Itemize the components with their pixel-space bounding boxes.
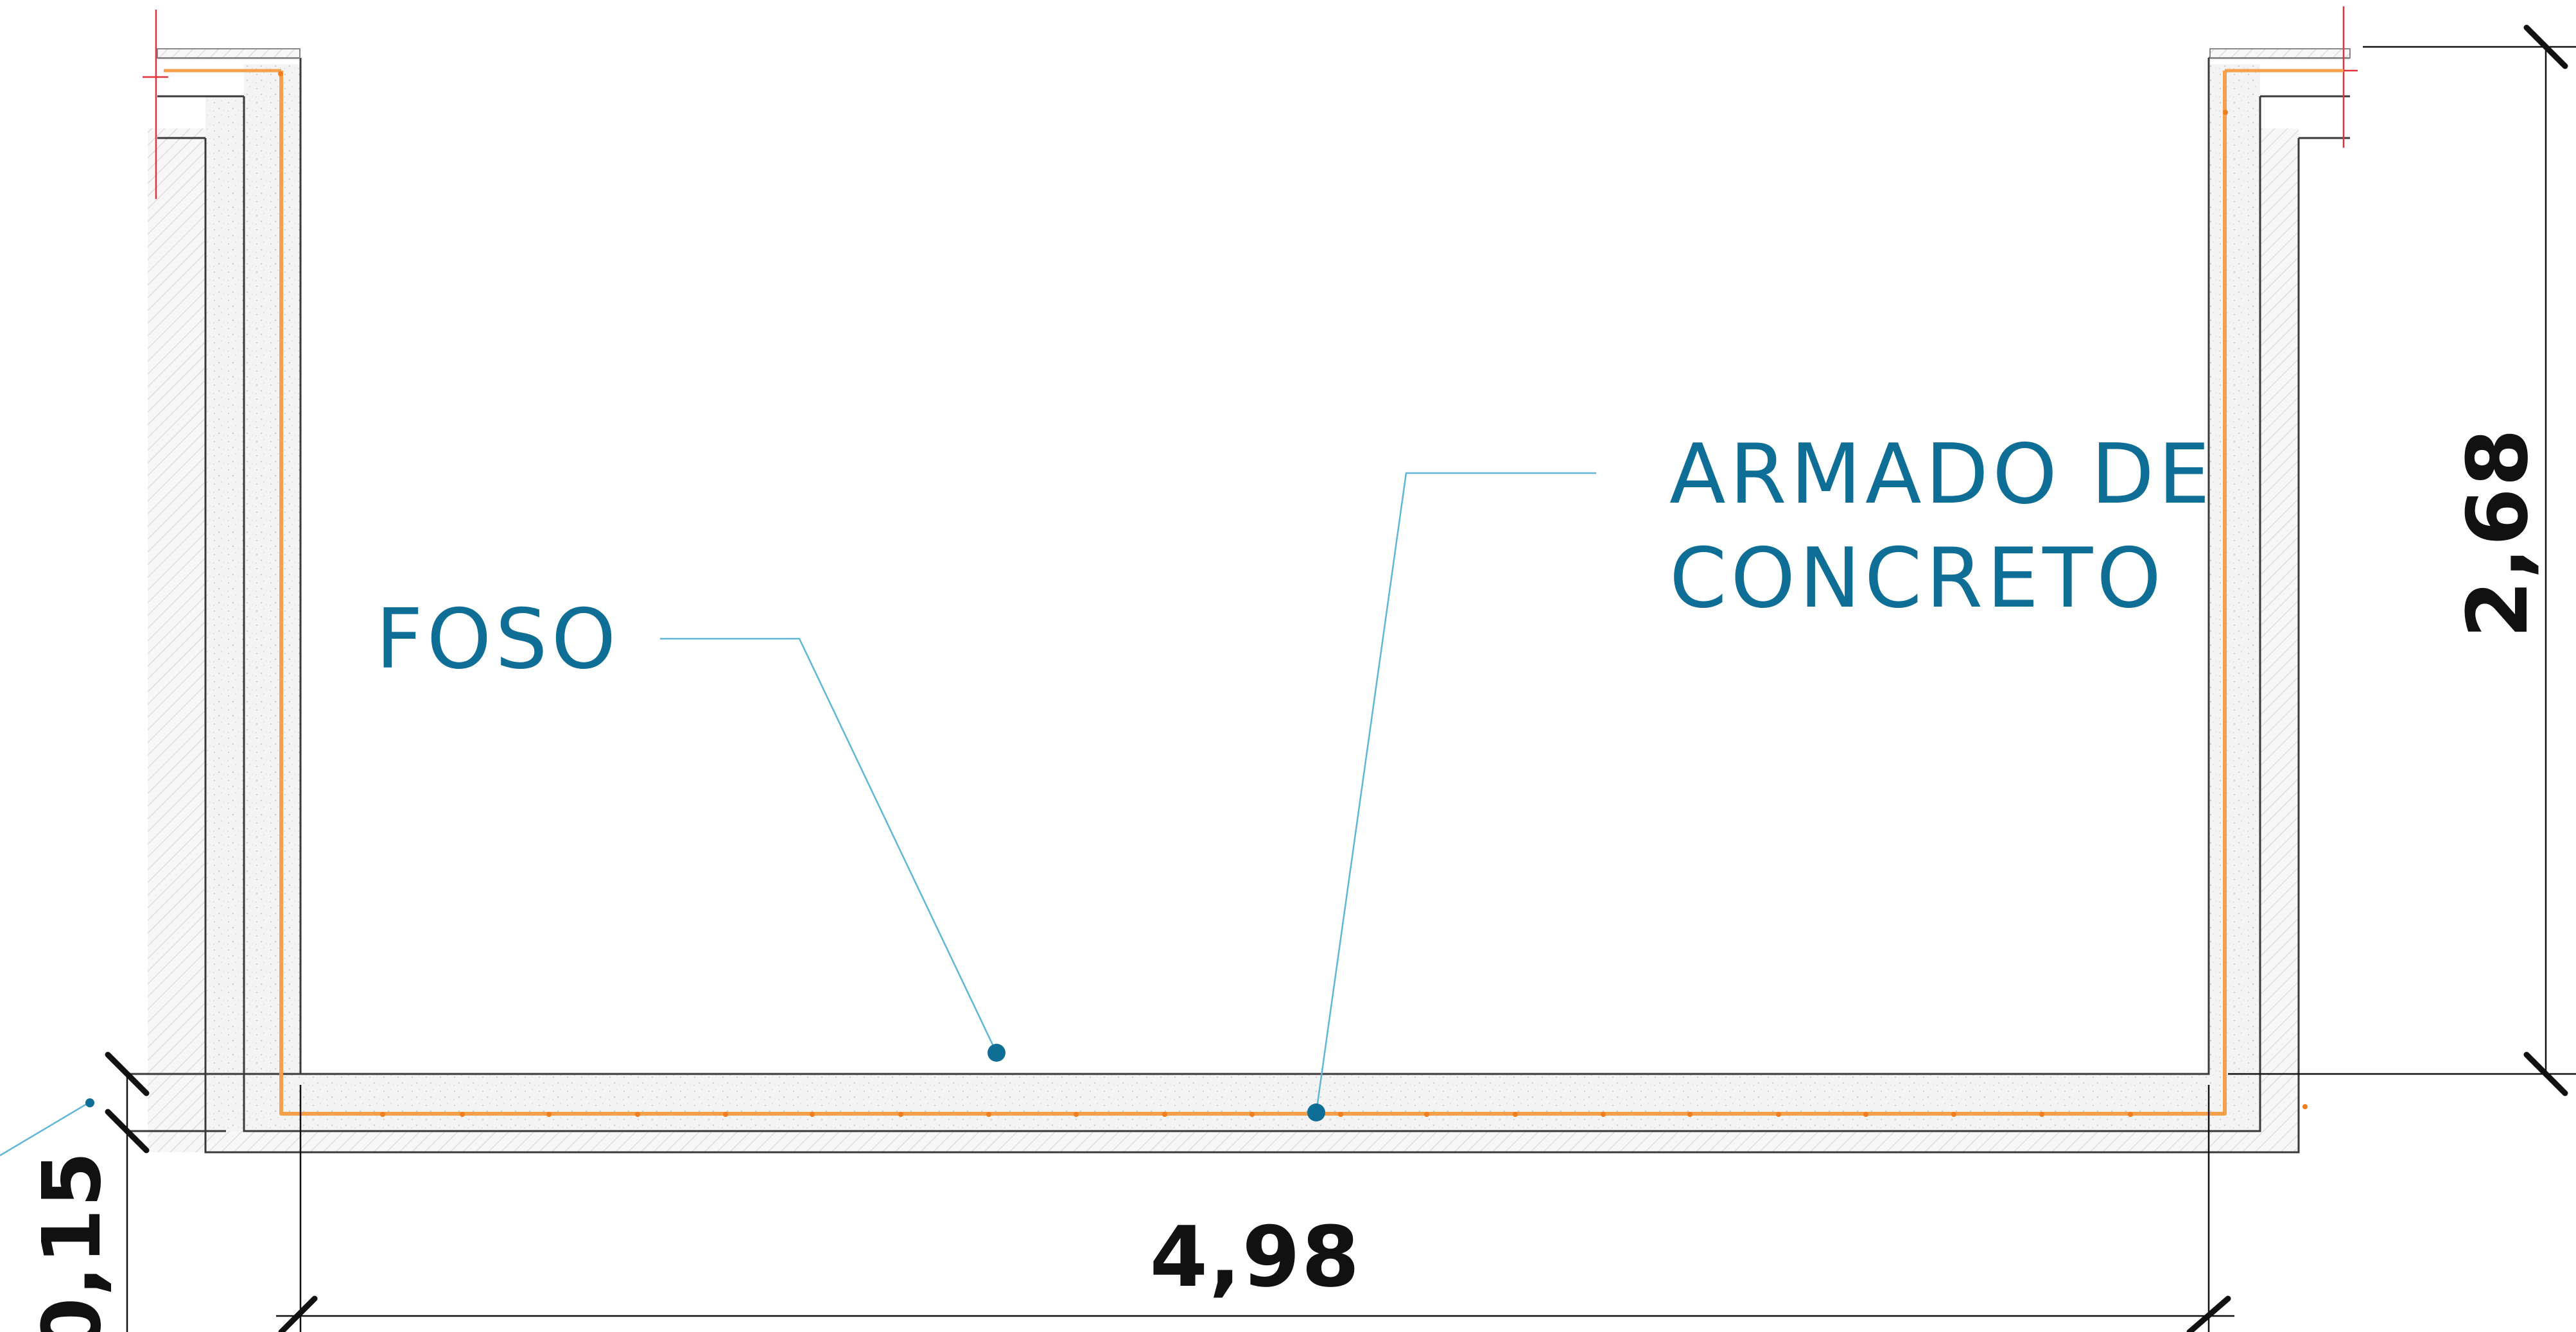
left-cap-hatch (157, 48, 300, 58)
dimension-ticks (105, 24, 2568, 1332)
right-cap-hatch (2209, 48, 2351, 58)
thickness-leader-dot (85, 1098, 94, 1107)
armado-label-line1: ARMADO DE (1669, 427, 2214, 523)
right-outer-layer (2260, 128, 2299, 1152)
rebar-dots (278, 71, 2308, 1117)
left-outer-layer (148, 128, 205, 1152)
leader-lines (0, 472, 1596, 1157)
armado-label-line2: CONCRETO (1669, 531, 2165, 627)
right-wall-concrete (2209, 64, 2260, 1074)
cut-marks (143, 6, 2358, 199)
leader-dots (85, 1044, 1325, 1121)
floor-slab-concrete (244, 1074, 2260, 1131)
bottom-outer-layer (205, 1131, 2299, 1152)
left-wall-inner-layer (205, 96, 244, 1131)
dimension-lines (126, 46, 2576, 1332)
armado-leader-dot (1307, 1103, 1325, 1121)
foso-label: FOSO (376, 592, 620, 688)
height-dimension-value: 2,68 (2449, 428, 2546, 639)
thickness-dimension-value: 0,15 (26, 1150, 119, 1332)
foso-leader-dot (988, 1044, 1005, 1062)
section-outlines (128, 56, 2350, 1154)
width-dimension-value: 4,98 (1150, 1208, 1361, 1306)
left-wall-concrete (244, 64, 300, 1074)
